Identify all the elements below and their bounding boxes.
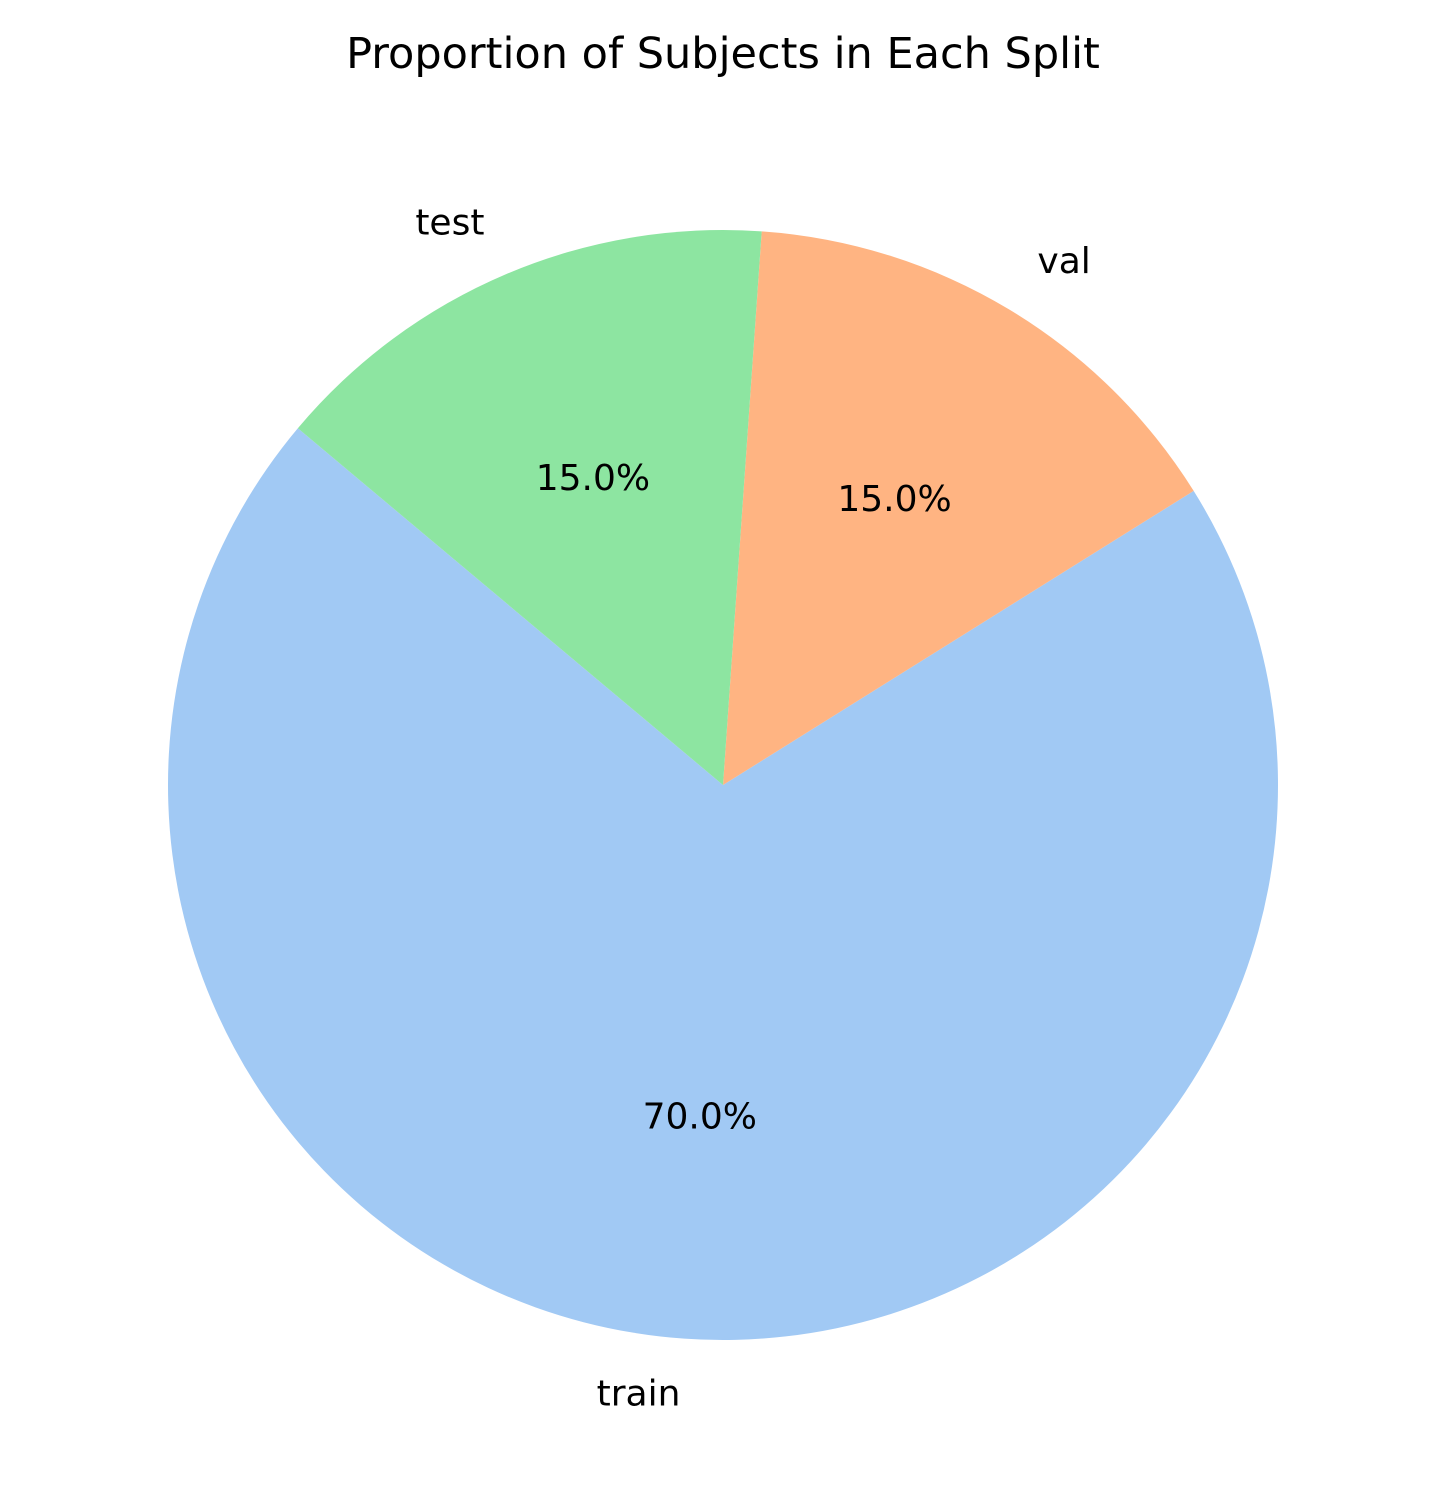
pie-slice-val <box>723 231 1194 786</box>
percent-label-val: 15.0% <box>837 479 951 520</box>
percent-label-test: 15.0% <box>536 458 650 499</box>
slice-label-train: train <box>597 1374 681 1415</box>
slice-label-val: val <box>1037 241 1090 282</box>
pie-slice-test <box>297 230 762 785</box>
percent-label-train: 70.0% <box>643 1097 757 1138</box>
chart-title: Proportion of Subjects in Each Split <box>346 29 1100 79</box>
pie-slice-train <box>168 428 1279 1340</box>
labels-layer: train 70.0% val 15.0% test 15.0% <box>415 203 1090 1415</box>
slice-label-test: test <box>415 203 484 244</box>
slices-layer <box>168 230 1279 1340</box>
